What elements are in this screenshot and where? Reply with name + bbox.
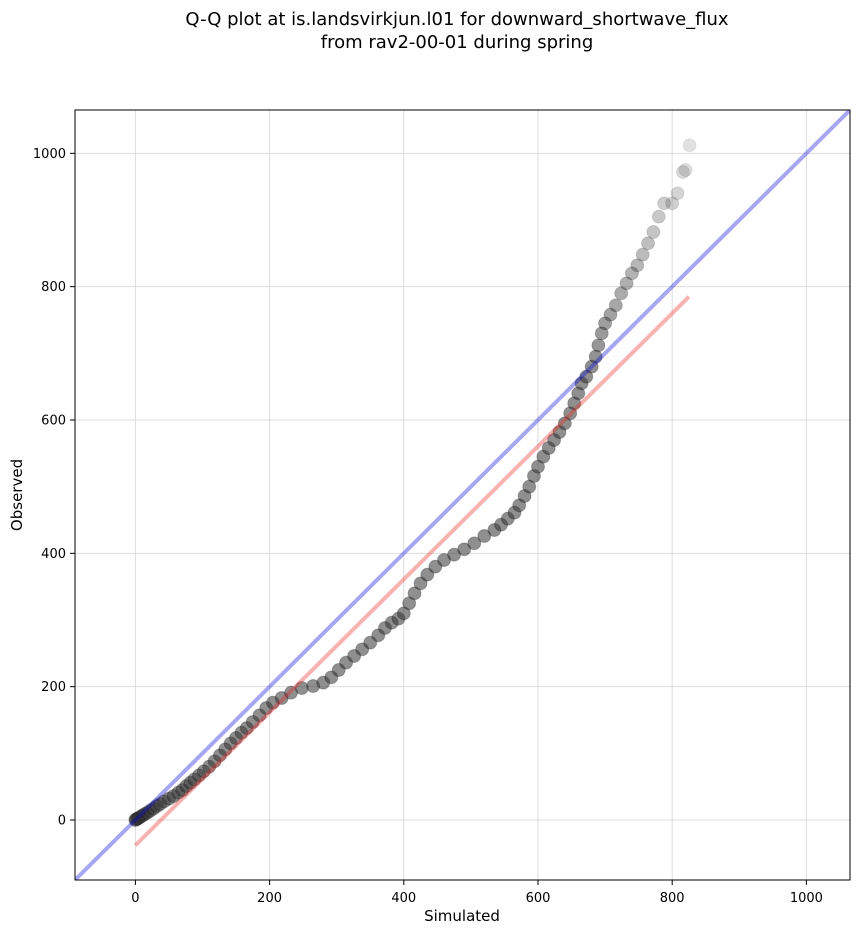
y-axis-ticks: 0 200 400 600 800 1000 (33, 147, 75, 829)
data-point (670, 186, 685, 201)
chart-title: Q-Q plot at is.landsvirkjun.l01 for down… (185, 9, 729, 30)
x-tick-label: 800 (660, 891, 685, 906)
data-point (619, 276, 634, 291)
x-axis-label: Simulated (424, 907, 500, 925)
x-tick-label: 400 (391, 891, 416, 906)
data-point (646, 225, 661, 239)
y-tick-label: 1000 (33, 147, 66, 162)
data-point (678, 163, 693, 177)
x-tick-label: 200 (257, 891, 282, 906)
y-tick-label: 600 (41, 414, 66, 429)
x-axis-ticks: 0 200 400 600 800 1000 (131, 880, 823, 906)
data-point (614, 286, 629, 301)
data-point (407, 586, 422, 601)
data-point (624, 266, 639, 281)
data-point (665, 196, 680, 211)
x-tick-label: 600 (526, 891, 551, 906)
data-point (467, 536, 482, 551)
y-tick-label: 400 (41, 547, 66, 562)
data-point (657, 196, 672, 211)
data-point (630, 258, 645, 273)
data-series (128, 138, 697, 827)
data-point (608, 298, 623, 313)
data-point (603, 307, 618, 322)
data-point (651, 209, 666, 224)
data-point (594, 326, 609, 341)
y-axis-label: Observed (8, 459, 26, 531)
data-point (675, 165, 690, 179)
data-point (682, 138, 697, 153)
grid-lines (75, 110, 850, 880)
data-point (635, 247, 650, 262)
data-point (598, 316, 613, 331)
data-point (420, 567, 435, 582)
data-point (591, 338, 606, 353)
y-tick-label: 200 (41, 680, 66, 695)
fit-line (133, 295, 691, 847)
chart-subtitle: from rav2-00-01 during spring (320, 32, 594, 53)
x-tick-label: 0 (131, 891, 139, 906)
y-tick-label: 0 (58, 814, 66, 829)
chart-title-block: Q-Q plot at is.landsvirkjun.l01 for down… (0, 8, 860, 54)
data-point (457, 542, 472, 557)
reference-lines (75, 110, 850, 880)
data-point (477, 529, 492, 543)
data-point (641, 236, 656, 251)
axes-frame (74, 109, 851, 881)
x-tick-label: 1000 (790, 891, 823, 906)
y-tick-label: 800 (41, 280, 66, 295)
identity-line (75, 110, 850, 880)
